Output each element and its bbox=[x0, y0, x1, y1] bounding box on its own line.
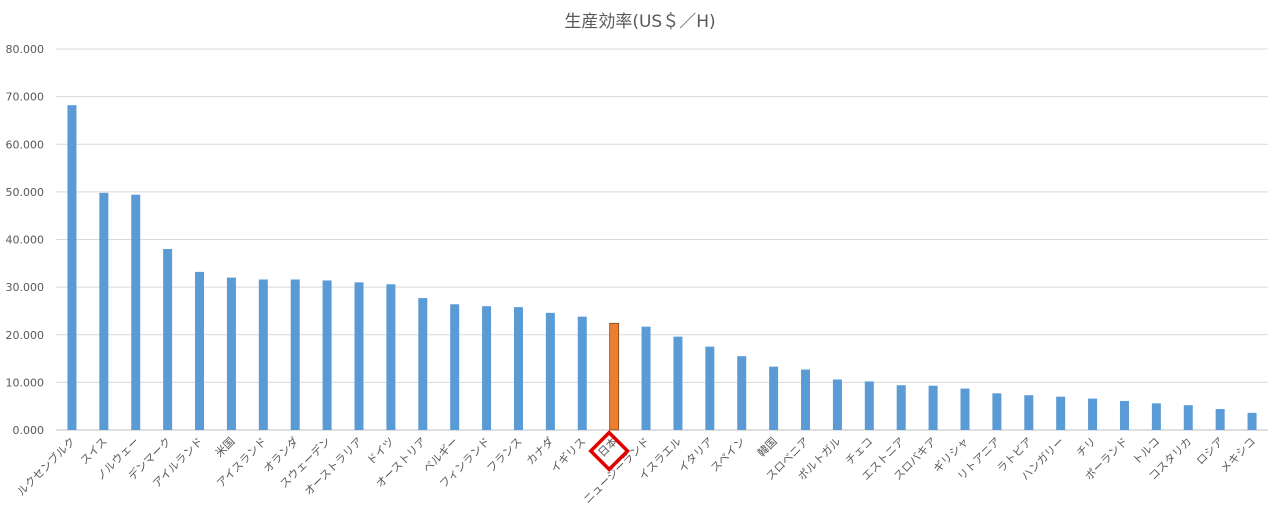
x-tick-label: チリ bbox=[1074, 435, 1099, 460]
x-tick-label: ルクセンブルク bbox=[14, 434, 78, 498]
bar bbox=[705, 346, 715, 430]
x-tick-label: オーストラリア bbox=[302, 435, 365, 498]
chart-title: 生産効率(US＄／H) bbox=[564, 12, 715, 32]
bar bbox=[832, 379, 842, 430]
bar bbox=[1183, 405, 1193, 430]
bar bbox=[195, 271, 205, 430]
bar bbox=[354, 282, 364, 430]
highlight-box bbox=[588, 430, 631, 472]
bar bbox=[609, 322, 620, 431]
bar bbox=[1088, 398, 1098, 430]
gridlines bbox=[56, 48, 1268, 431]
bar bbox=[1247, 412, 1257, 430]
bar bbox=[960, 388, 970, 430]
bar bbox=[1151, 403, 1161, 430]
bar bbox=[482, 306, 492, 430]
bar bbox=[290, 279, 300, 430]
bar bbox=[1119, 400, 1129, 430]
highlight-diamond bbox=[588, 430, 631, 472]
bar bbox=[67, 105, 77, 430]
bar bbox=[450, 304, 460, 430]
y-axis-ticks: 0.000 10.000 20.000 30.000 40.000 50.000 60.00… bbox=[6, 43, 45, 437]
bar bbox=[258, 279, 268, 430]
y-tick-label: 70.000 bbox=[6, 91, 45, 104]
bar bbox=[641, 326, 651, 430]
bar bbox=[418, 298, 428, 430]
y-tick-label: 60.000 bbox=[6, 138, 45, 151]
bar bbox=[737, 356, 747, 430]
bar bbox=[1215, 409, 1225, 430]
bar bbox=[673, 336, 683, 430]
x-tick-label: スペイン bbox=[708, 435, 748, 475]
x-tick-label: 韓国 bbox=[755, 435, 780, 460]
bar bbox=[1056, 396, 1066, 430]
bar bbox=[577, 316, 587, 430]
y-tick-label: 80.000 bbox=[6, 43, 45, 56]
bar bbox=[386, 284, 396, 430]
bar bbox=[99, 192, 109, 430]
bar bbox=[864, 381, 874, 430]
bar bbox=[226, 277, 236, 430]
bar bbox=[131, 194, 141, 430]
x-tick-label: メキシコ bbox=[1218, 435, 1258, 475]
bar bbox=[322, 280, 332, 430]
bar bbox=[513, 307, 523, 430]
y-tick-label: 40.000 bbox=[6, 234, 45, 247]
y-tick-label: 10.000 bbox=[6, 376, 45, 389]
x-tick-label: イギリス bbox=[548, 435, 588, 475]
y-tick-label: 30.000 bbox=[6, 281, 45, 294]
bar bbox=[928, 385, 938, 430]
x-tick-label: 米国 bbox=[213, 435, 238, 460]
y-tick-label: 20.000 bbox=[6, 329, 45, 342]
x-tick-label: フランス bbox=[484, 435, 524, 475]
y-tick-label: 50.000 bbox=[6, 186, 45, 199]
bar bbox=[801, 369, 811, 430]
bar bbox=[1024, 395, 1034, 430]
x-tick-label: イタリア bbox=[676, 435, 716, 475]
y-tick-label: 0.000 bbox=[13, 424, 45, 437]
bars bbox=[67, 105, 1257, 431]
bar bbox=[545, 312, 555, 430]
bar bbox=[163, 249, 173, 430]
bar bbox=[992, 393, 1002, 430]
bar bbox=[769, 366, 779, 430]
bar bbox=[896, 385, 906, 430]
